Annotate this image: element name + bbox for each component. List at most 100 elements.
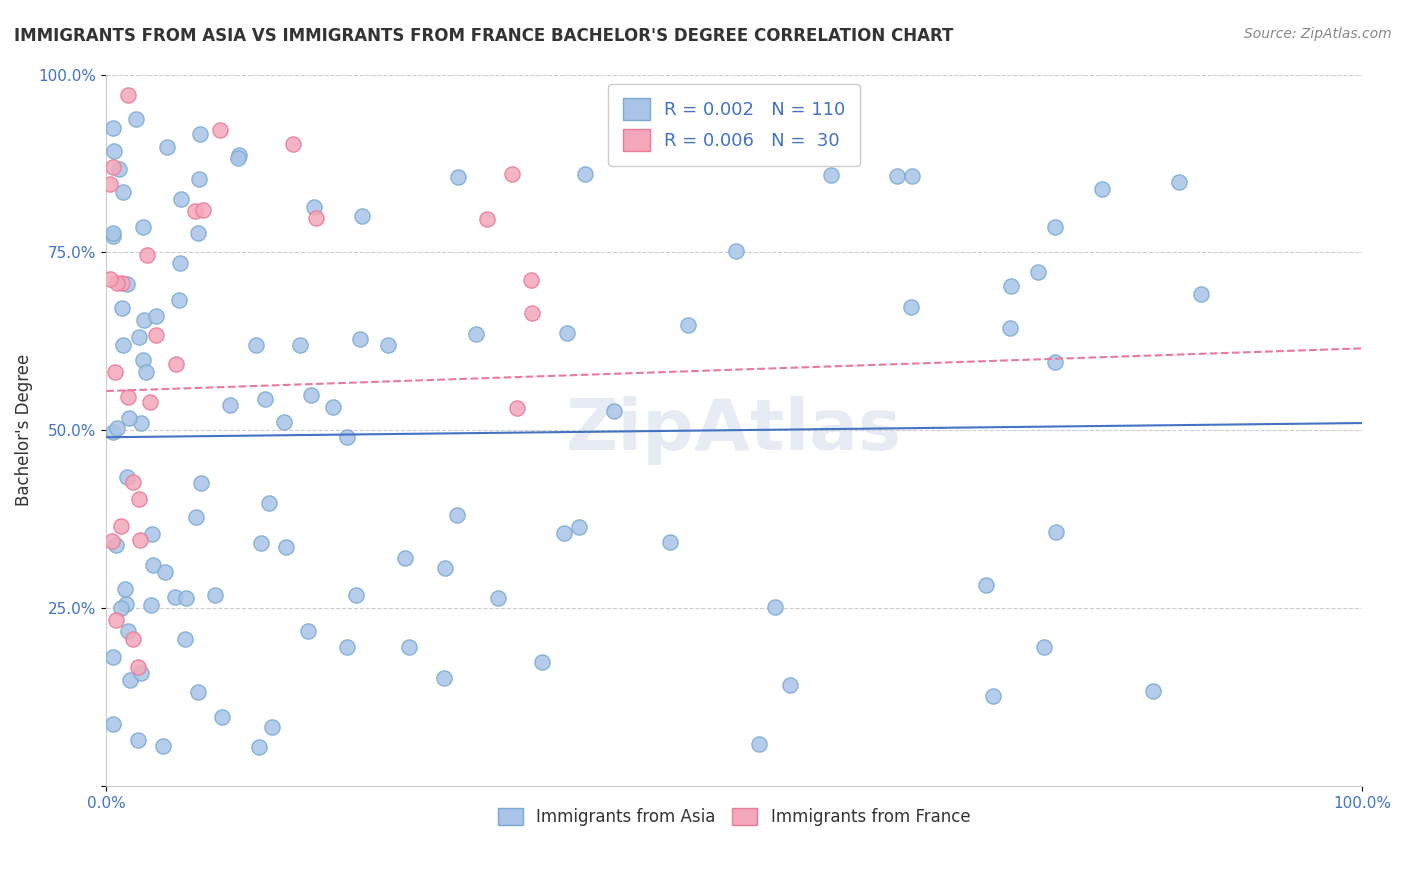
Immigrants from Asia <box>112 337 135 351</box>
Immigrants from France <box>208 122 231 136</box>
Immigrants from Asia <box>187 685 209 699</box>
Immigrants from Asia <box>568 519 591 533</box>
Immigrants from Asia <box>349 332 371 346</box>
Immigrants from France <box>184 203 207 218</box>
Text: ZipAtlas: ZipAtlas <box>567 396 903 465</box>
Immigrants from Asia <box>336 640 359 655</box>
Immigrants from Asia <box>1043 220 1066 235</box>
Immigrants from Asia <box>1045 524 1067 539</box>
Immigrants from Asia <box>135 365 157 379</box>
Immigrants from Asia <box>204 588 226 602</box>
Immigrants from Asia <box>115 470 138 484</box>
Immigrants from France <box>104 613 127 627</box>
Immigrants from Asia <box>1189 287 1212 301</box>
Immigrants from Asia <box>1026 265 1049 279</box>
Immigrants from Asia <box>153 565 176 579</box>
Immigrants from Asia <box>398 640 420 654</box>
Immigrants from Asia <box>297 624 319 638</box>
Immigrants from Asia <box>779 678 801 692</box>
Immigrants from France <box>104 366 127 380</box>
Immigrants from France <box>522 306 544 320</box>
Immigrants from Asia <box>101 717 124 731</box>
Text: Source: ZipAtlas.com: Source: ZipAtlas.com <box>1244 27 1392 41</box>
Immigrants from France <box>110 519 132 533</box>
Immigrants from Asia <box>105 421 128 435</box>
Immigrants from Asia <box>344 588 367 602</box>
Immigrants from Asia <box>170 192 193 206</box>
Immigrants from Asia <box>211 710 233 724</box>
Immigrants from Asia <box>1000 278 1022 293</box>
Immigrants from Asia <box>125 112 148 127</box>
Immigrants from Asia <box>117 624 139 638</box>
Immigrants from Asia <box>101 425 124 439</box>
Immigrants from France <box>101 533 124 548</box>
Immigrants from Asia <box>530 655 553 669</box>
Immigrants from France <box>117 88 139 103</box>
Immigrants from Asia <box>101 227 124 241</box>
Immigrants from Asia <box>254 392 277 406</box>
Immigrants from Asia <box>1091 181 1114 195</box>
Immigrants from France <box>122 632 145 647</box>
Immigrants from Asia <box>274 540 297 554</box>
Immigrants from Asia <box>553 526 575 541</box>
Immigrants from Asia <box>139 599 162 613</box>
Immigrants from Asia <box>377 337 399 351</box>
Immigrants from Asia <box>132 313 155 327</box>
Immigrants from Asia <box>101 121 124 136</box>
Immigrants from Asia <box>108 161 131 176</box>
Immigrants from France <box>117 390 139 404</box>
Immigrants from Asia <box>1043 355 1066 369</box>
Immigrants from France <box>135 248 157 262</box>
Immigrants from Asia <box>603 404 626 418</box>
Immigrants from Asia <box>219 398 242 412</box>
Immigrants from Asia <box>273 416 295 430</box>
Immigrants from Asia <box>173 632 195 646</box>
Immigrants from Asia <box>1142 683 1164 698</box>
Immigrants from Asia <box>110 601 132 615</box>
Immigrants from Asia <box>167 293 190 308</box>
Immigrants from Asia <box>257 496 280 510</box>
Immigrants from Asia <box>557 326 579 340</box>
Immigrants from Asia <box>486 591 509 606</box>
Legend: Immigrants from Asia, Immigrants from France: Immigrants from Asia, Immigrants from Fr… <box>489 799 979 834</box>
Immigrants from Asia <box>101 228 124 243</box>
Immigrants from France <box>98 272 121 286</box>
Immigrants from Asia <box>981 690 1004 704</box>
Immigrants from Asia <box>748 737 770 751</box>
Immigrants from Asia <box>129 417 152 431</box>
Immigrants from Asia <box>574 167 596 181</box>
Immigrants from Asia <box>446 508 468 522</box>
Immigrants from Asia <box>127 732 149 747</box>
Immigrants from Asia <box>142 558 165 572</box>
Immigrants from Asia <box>998 320 1021 334</box>
Immigrants from Asia <box>299 388 322 402</box>
Immigrants from Asia <box>724 244 747 258</box>
Immigrants from Asia <box>245 338 267 352</box>
Immigrants from Asia <box>820 168 842 182</box>
Immigrants from France <box>145 328 167 343</box>
Immigrants from Asia <box>115 597 138 611</box>
Immigrants from Asia <box>187 172 209 186</box>
Immigrants from Asia <box>228 148 250 162</box>
Immigrants from Asia <box>132 219 155 234</box>
Immigrants from Asia <box>152 739 174 753</box>
Immigrants from Asia <box>163 590 186 604</box>
Immigrants from France <box>101 160 124 174</box>
Immigrants from France <box>191 203 214 218</box>
Immigrants from Asia <box>226 151 249 165</box>
Immigrants from Asia <box>141 527 163 541</box>
Immigrants from Asia <box>433 671 456 685</box>
Immigrants from Asia <box>128 330 150 344</box>
Immigrants from Asia <box>145 310 167 324</box>
Immigrants from Asia <box>190 476 212 491</box>
Immigrants from Asia <box>110 301 132 315</box>
Immigrants from France <box>98 177 121 191</box>
Immigrants from France <box>105 276 128 290</box>
Immigrants from France <box>111 277 134 291</box>
Immigrants from Asia <box>302 200 325 214</box>
Immigrants from Asia <box>103 144 125 158</box>
Immigrants from Asia <box>114 582 136 596</box>
Immigrants from Asia <box>763 599 786 614</box>
Immigrants from Asia <box>886 169 908 183</box>
Text: IMMIGRANTS FROM ASIA VS IMMIGRANTS FROM FRANCE BACHELOR'S DEGREE CORRELATION CHA: IMMIGRANTS FROM ASIA VS IMMIGRANTS FROM … <box>14 27 953 45</box>
